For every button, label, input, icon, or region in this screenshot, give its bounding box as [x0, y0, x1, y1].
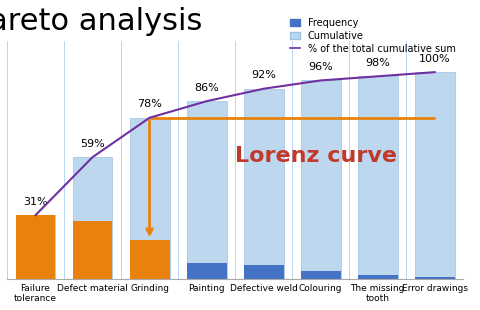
Text: areto analysis: areto analysis: [0, 7, 202, 36]
Bar: [187, 263, 227, 280]
Bar: [301, 81, 341, 280]
Legend: Frequency, Cumulative, % of the total cumulative sum: Frequency, Cumulative, % of the total cu…: [287, 15, 458, 57]
Text: 92%: 92%: [251, 70, 276, 81]
Text: 98%: 98%: [365, 58, 390, 68]
Text: 96%: 96%: [308, 62, 333, 72]
Text: 86%: 86%: [194, 83, 219, 93]
Bar: [244, 265, 284, 280]
Bar: [130, 240, 169, 280]
Bar: [415, 72, 455, 280]
Bar: [15, 215, 55, 280]
Bar: [301, 271, 341, 280]
Text: 78%: 78%: [137, 100, 162, 109]
Text: 100%: 100%: [419, 54, 451, 64]
Bar: [358, 275, 398, 280]
Bar: [72, 157, 112, 280]
Text: 31%: 31%: [23, 197, 48, 207]
Bar: [15, 215, 55, 280]
Text: Lorenz curve: Lorenz curve: [235, 145, 397, 166]
Bar: [72, 221, 112, 280]
Text: 59%: 59%: [80, 139, 105, 149]
Bar: [244, 89, 284, 280]
Bar: [130, 118, 169, 280]
Bar: [187, 101, 227, 280]
Bar: [415, 277, 455, 280]
Bar: [358, 76, 398, 280]
